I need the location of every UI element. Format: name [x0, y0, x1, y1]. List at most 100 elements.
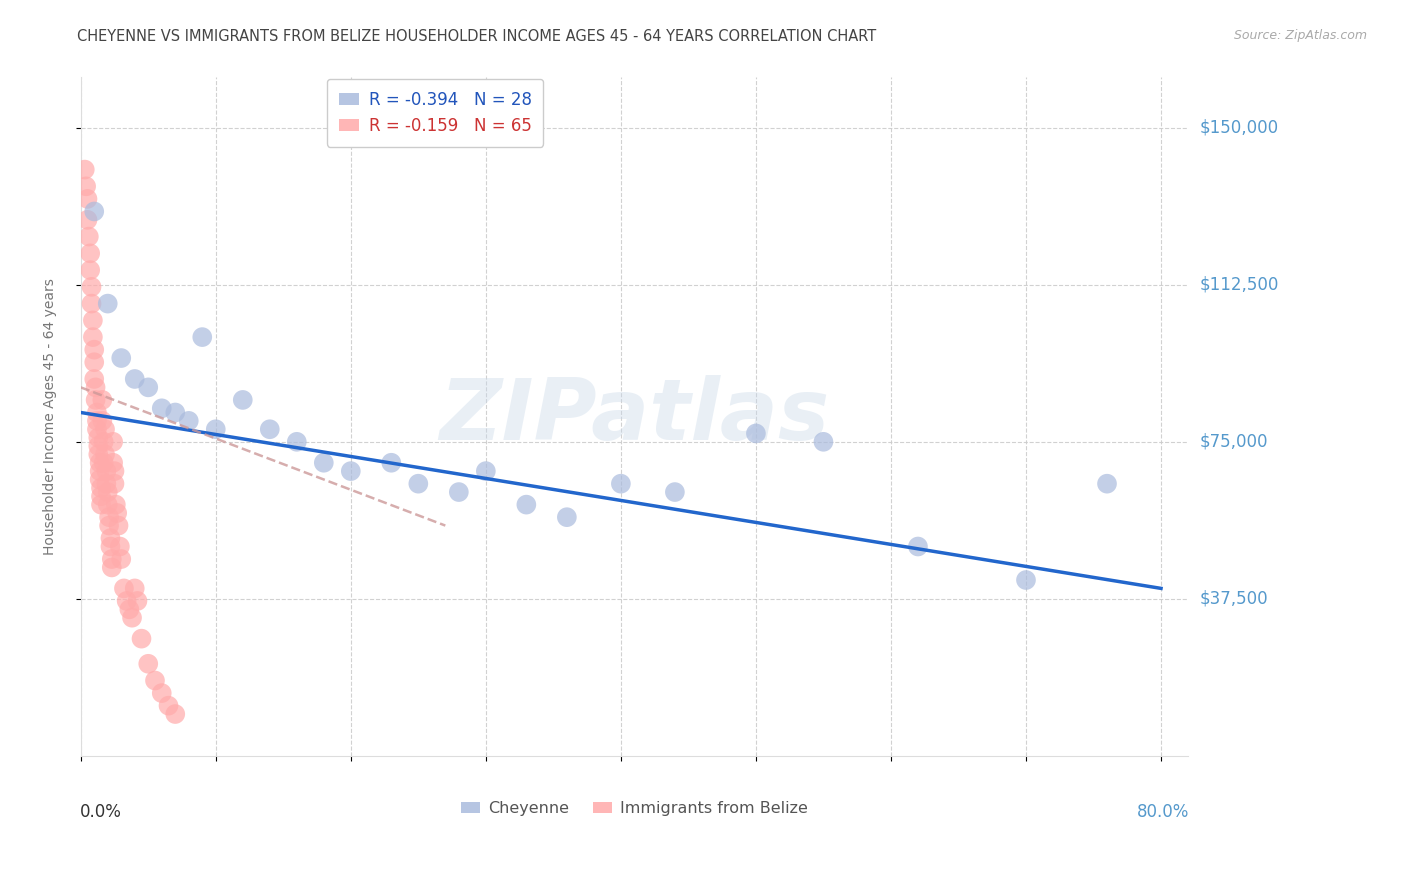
Point — [555, 510, 578, 524]
Point — [90, 498, 112, 512]
Point — [90, 489, 112, 503]
Point — [100, 531, 122, 545]
Point — [82, 313, 104, 327]
Point — [408, 476, 430, 491]
Text: ZIPatlas: ZIPatlas — [439, 376, 830, 458]
Y-axis label: Householder Income Ages 45 - 64 years: Householder Income Ages 45 - 64 years — [44, 278, 58, 555]
Point — [91, 392, 114, 407]
Point — [83, 372, 105, 386]
Point — [91, 414, 114, 428]
Point — [150, 401, 173, 416]
Point — [93, 456, 115, 470]
Point — [82, 330, 104, 344]
Point — [105, 506, 128, 520]
Point — [103, 464, 125, 478]
Point — [204, 422, 226, 436]
Text: 0.0%: 0.0% — [80, 804, 121, 822]
Point — [75, 179, 97, 194]
Point — [136, 380, 159, 394]
Point — [94, 422, 117, 436]
Text: $112,500: $112,500 — [1199, 276, 1278, 293]
Point — [80, 280, 103, 294]
Point — [1095, 476, 1118, 491]
Point — [87, 439, 110, 453]
Point — [150, 686, 173, 700]
Point — [97, 485, 120, 500]
Point — [101, 560, 124, 574]
Point — [89, 464, 111, 478]
Point — [86, 422, 108, 436]
Point — [89, 456, 111, 470]
Text: $150,000: $150,000 — [1199, 119, 1278, 136]
Point — [94, 447, 117, 461]
Point — [80, 296, 103, 310]
Point — [83, 343, 105, 357]
Point — [73, 162, 96, 177]
Point — [259, 422, 281, 436]
Point — [664, 485, 686, 500]
Point — [108, 540, 131, 554]
Point — [177, 414, 200, 428]
Point — [101, 552, 124, 566]
Point — [124, 372, 146, 386]
Point — [515, 498, 537, 512]
Point — [124, 582, 146, 596]
Point — [97, 498, 120, 512]
Point — [98, 510, 121, 524]
Point — [165, 706, 187, 721]
Text: 80.0%: 80.0% — [1137, 804, 1189, 822]
Point — [98, 518, 121, 533]
Point — [115, 594, 138, 608]
Point — [127, 594, 149, 608]
Point — [907, 540, 929, 554]
Point — [77, 229, 100, 244]
Point — [447, 485, 470, 500]
Point — [110, 552, 132, 566]
Point — [813, 434, 835, 449]
Point — [84, 380, 107, 394]
Point — [87, 431, 110, 445]
Point — [110, 351, 132, 365]
Point — [87, 447, 110, 461]
Point — [76, 192, 98, 206]
Text: Source: ZipAtlas.com: Source: ZipAtlas.com — [1233, 29, 1367, 42]
Point — [131, 632, 153, 646]
Point — [83, 355, 105, 369]
Point — [107, 518, 129, 533]
Point — [90, 481, 112, 495]
Legend: Cheyenne, Immigrants from Belize: Cheyenne, Immigrants from Belize — [454, 795, 814, 822]
Point — [121, 610, 143, 624]
Point — [103, 476, 125, 491]
Point — [100, 540, 122, 554]
Point — [79, 246, 101, 260]
Point — [118, 602, 141, 616]
Text: $75,000: $75,000 — [1199, 433, 1268, 450]
Point — [285, 434, 308, 449]
Point — [97, 296, 120, 310]
Point — [83, 204, 105, 219]
Point — [79, 263, 101, 277]
Point — [96, 464, 118, 478]
Point — [610, 476, 633, 491]
Text: CHEYENNE VS IMMIGRANTS FROM BELIZE HOUSEHOLDER INCOME AGES 45 - 64 YEARS CORRELA: CHEYENNE VS IMMIGRANTS FROM BELIZE HOUSE… — [77, 29, 876, 44]
Point — [86, 405, 108, 419]
Point — [1015, 573, 1038, 587]
Point — [475, 464, 498, 478]
Point — [101, 434, 124, 449]
Point — [380, 456, 402, 470]
Point — [340, 464, 363, 478]
Point — [101, 456, 124, 470]
Point — [93, 434, 115, 449]
Point — [143, 673, 166, 688]
Point — [104, 498, 127, 512]
Point — [191, 330, 214, 344]
Point — [312, 456, 335, 470]
Point — [136, 657, 159, 671]
Point — [232, 392, 254, 407]
Point — [89, 473, 111, 487]
Point — [165, 405, 187, 419]
Text: $37,500: $37,500 — [1199, 590, 1268, 607]
Point — [86, 414, 108, 428]
Point — [157, 698, 180, 713]
Point — [112, 582, 135, 596]
